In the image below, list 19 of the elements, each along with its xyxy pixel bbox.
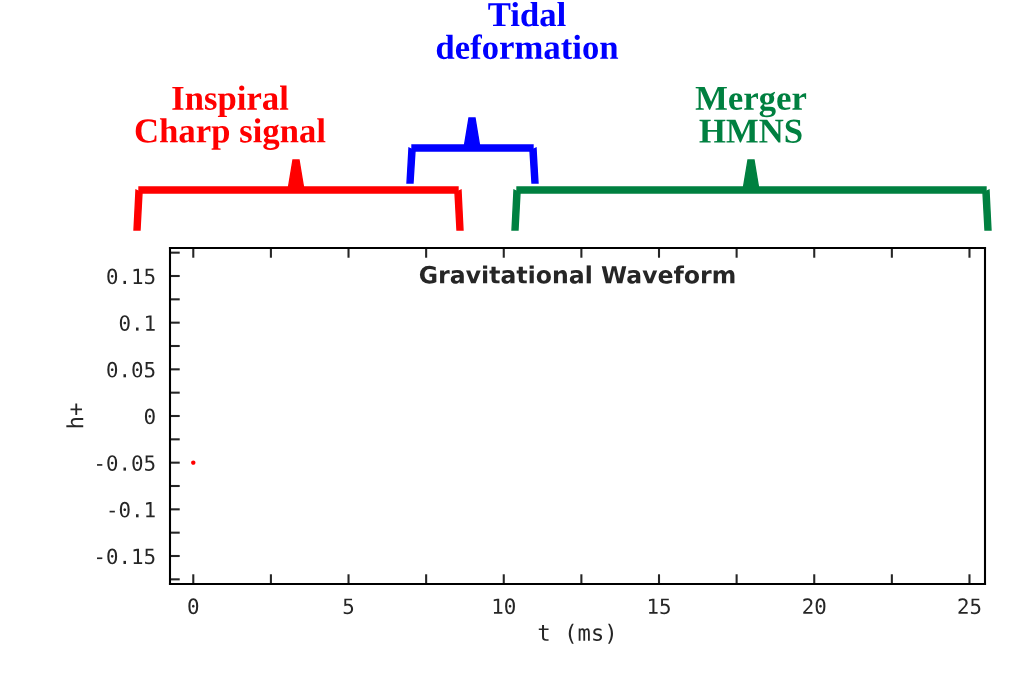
x-tick-label: 5 <box>343 598 354 615</box>
x-axis-title: t (ms) <box>538 623 614 644</box>
x-tick-label: 15 <box>648 598 670 615</box>
y-tick-label: 0.05 <box>107 361 155 378</box>
x-tick-label: 20 <box>803 598 826 615</box>
y-tick-label: -0.1 <box>109 501 155 518</box>
y-tick-label: 0.15 <box>107 268 155 285</box>
text: Merger HMNS <box>695 86 807 143</box>
text: Tidal deformation <box>436 2 619 60</box>
y-axis-title: h+ <box>66 403 84 428</box>
x-tick-label: 25 <box>958 598 981 615</box>
text: Gravitational Waveform <box>419 265 735 284</box>
y-tick-label: -0.05 <box>97 455 155 471</box>
y-tick-label: -0.15 <box>97 548 155 565</box>
x-tick-label: 10 <box>493 598 515 615</box>
text: Inspiral Charp signal <box>135 85 326 150</box>
y-tick-label: 0.1 <box>119 315 155 331</box>
y-tick-label: 0 <box>144 408 155 425</box>
x-tick-label: 0 <box>188 598 199 615</box>
